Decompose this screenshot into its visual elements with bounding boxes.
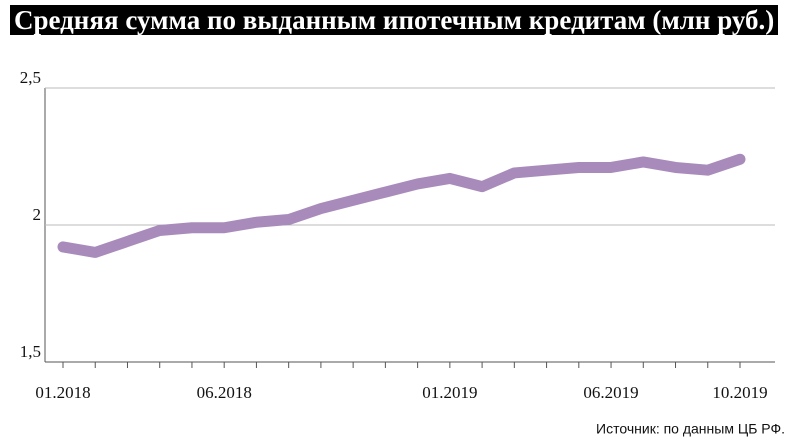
x-tick-label: 10.2019 [712,383,767,402]
chart-title: Средняя сумма по выданным ипотечным кред… [10,5,790,35]
x-tick-label: 01.2019 [422,383,477,402]
y-tick-label: 2 [33,205,42,224]
y-tick-label: 1,5 [20,342,41,361]
data-line [57,153,746,258]
source: Источник: по данным ЦБ РФ. [596,421,785,437]
x-tick-label: 01.2018 [35,383,90,402]
x-tick-label: 06.2018 [197,383,252,402]
x-tick-label: 06.2019 [583,383,638,402]
y-tick-label: 2,5 [20,68,41,87]
chart-title-text: Средняя сумма по выданным ипотечным кред… [10,5,779,35]
